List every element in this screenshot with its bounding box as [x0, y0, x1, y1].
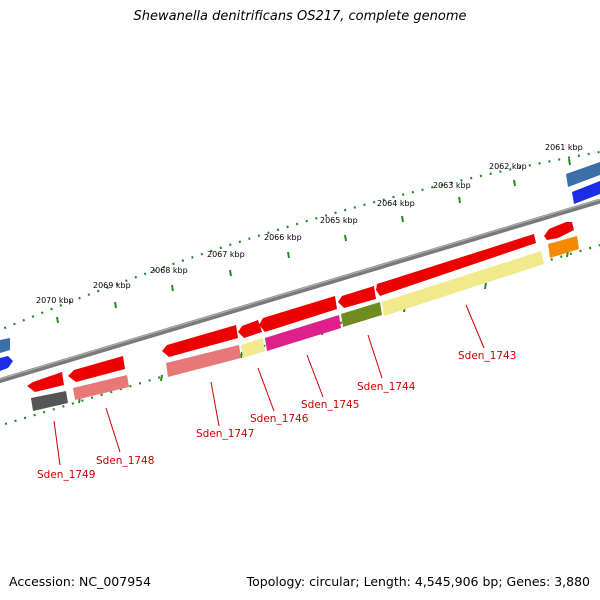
cds-arrow	[259, 296, 337, 332]
tick-label: 2062 kbp	[489, 162, 527, 171]
cog-block-1746	[241, 338, 265, 358]
gene-label: Sden_1749	[37, 469, 95, 481]
edge-gene-steel-left	[0, 338, 10, 353]
cds-arrow	[68, 356, 125, 382]
gene-label: Sden_1743	[458, 350, 516, 362]
cog-block-1747	[166, 345, 241, 377]
cds-arrow	[27, 372, 64, 392]
cog-block-1743	[382, 251, 544, 316]
kbp-tick-labels: 2061 kbp 2062 kbp 2063 kbp 2064 kbp 2065…	[36, 143, 583, 305]
edge-gene-orange	[548, 236, 579, 258]
edge-gene-steel-right	[566, 162, 600, 187]
cds-arrow	[376, 234, 536, 296]
genome-backbone	[0, 198, 600, 384]
tick-label: 2069 kbp	[93, 281, 131, 290]
tick-label: 2063 kbp	[433, 181, 471, 190]
gene-label: Sden_1744	[357, 381, 416, 393]
edge-gene-blue-right	[572, 181, 600, 204]
cds-arrow	[544, 222, 574, 240]
tick-label: 2064 kbp	[377, 199, 415, 208]
gene-label: Sden_1747	[196, 428, 254, 440]
genome-summary-text: Topology: circular; Length: 4,545,906 bp…	[246, 574, 590, 589]
accession-text: Accession: NC_007954	[9, 574, 152, 589]
cog-block-1749	[31, 391, 68, 411]
outer-kbp-ticks	[56, 158, 571, 324]
gene-label: Sden_1748	[96, 455, 154, 467]
cog-block-1745	[265, 315, 341, 351]
tick-label: 2067 kbp	[207, 250, 245, 259]
tick-label: 2061 kbp	[545, 143, 583, 152]
cog-block-1748	[73, 375, 129, 400]
cds-arrow	[162, 325, 238, 357]
label-leaders	[53, 304, 485, 466]
gene-labels: Sden_1743 Sden_1744 Sden_1745 Sden_1746 …	[37, 350, 516, 481]
map-title: Shewanella denitrificans OS217, complete…	[133, 9, 467, 24]
gene-label: Sden_1745	[301, 399, 359, 411]
cog-track	[31, 251, 544, 411]
cog-block-1744	[341, 302, 382, 327]
tick-label: 2070 kbp	[36, 296, 74, 305]
cds-arrow	[338, 286, 376, 308]
tick-label: 2068 kbp	[150, 266, 188, 275]
edge-gene-blue-left	[0, 356, 13, 371]
cds-track	[27, 222, 574, 392]
tick-label: 2066 kbp	[264, 233, 302, 242]
tick-label: 2065 kbp	[320, 216, 358, 225]
cds-arrow	[238, 320, 262, 338]
gene-label: Sden_1746	[250, 413, 309, 425]
